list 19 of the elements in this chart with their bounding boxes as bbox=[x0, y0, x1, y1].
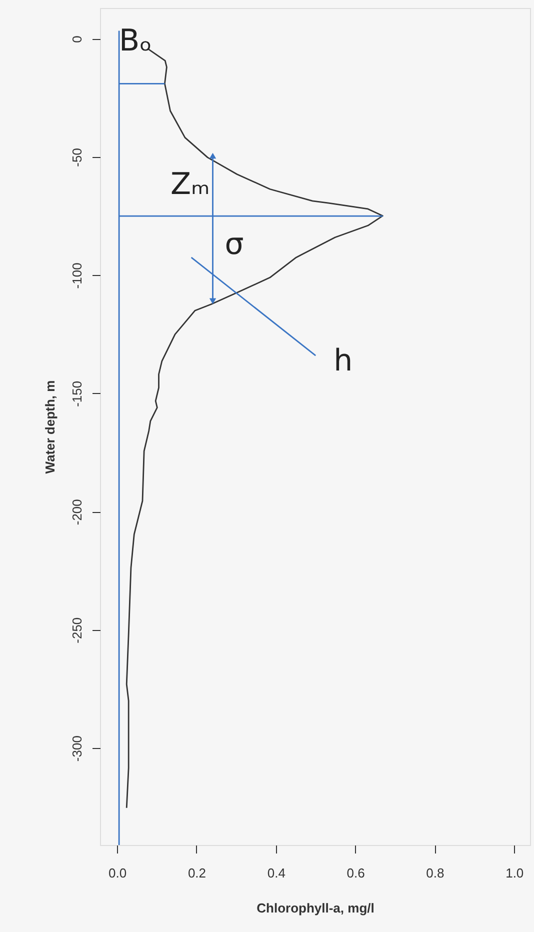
annotation: Zₘ bbox=[170, 166, 210, 202]
x-tick-label: 0.8 bbox=[426, 866, 444, 880]
x-tick-label: 1.0 bbox=[506, 866, 524, 880]
x-tick-label: 0.6 bbox=[346, 866, 365, 880]
annotation: σ bbox=[224, 227, 244, 262]
x-tick-label: 0.2 bbox=[188, 866, 206, 880]
y-tick-label: -250 bbox=[70, 617, 84, 644]
x-tick-label: 0.4 bbox=[267, 866, 286, 880]
y-tick-label: -50 bbox=[70, 148, 84, 167]
y-tick-label: -300 bbox=[70, 736, 84, 762]
y-tick-label: -100 bbox=[70, 262, 84, 289]
x-tick-label: 0.0 bbox=[108, 866, 127, 880]
y-tick-label: -150 bbox=[70, 380, 84, 407]
y-tick-label: -200 bbox=[70, 499, 84, 526]
annotation: h bbox=[334, 344, 353, 379]
annotation: Bₒ bbox=[119, 24, 152, 59]
x-axis-title: Chlorophyll-a, mg/l bbox=[256, 900, 374, 916]
y-tick-label: 0 bbox=[70, 36, 84, 43]
y-axis-title: Water depth, m bbox=[42, 380, 58, 474]
